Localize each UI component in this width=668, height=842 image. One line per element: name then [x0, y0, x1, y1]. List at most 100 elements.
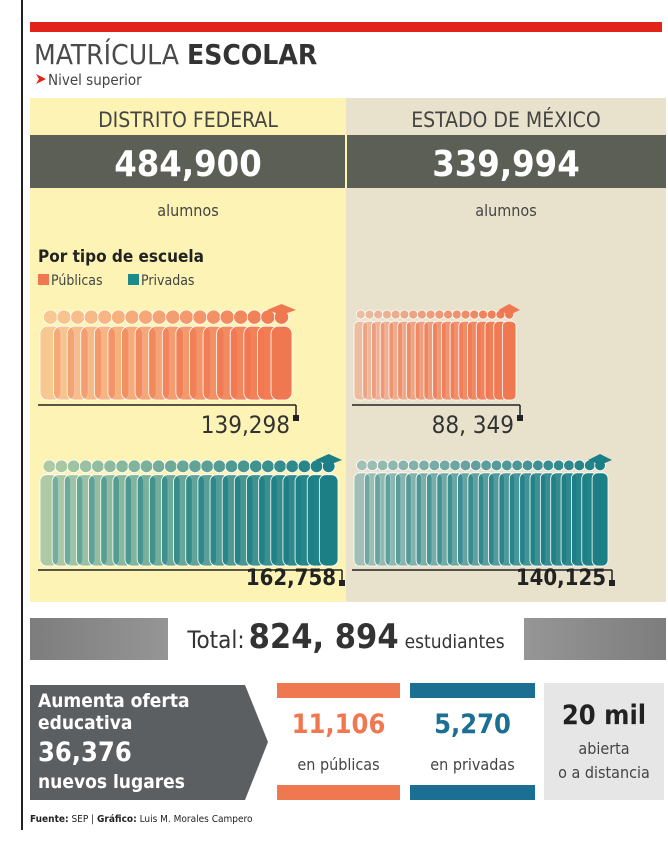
legend-label: Públicas	[51, 273, 103, 289]
credit-label: Gráfico:	[97, 813, 137, 825]
person-head	[501, 460, 512, 471]
total-value: 824, 894	[249, 617, 399, 657]
person-head	[365, 310, 374, 319]
region-name: DISTRITO FEDERAL	[98, 108, 278, 132]
person-head	[533, 460, 544, 471]
privadas-value: 140,125	[516, 566, 606, 591]
person-body	[271, 326, 292, 400]
offer-line: Aumenta oferta	[38, 690, 190, 712]
person-head	[261, 310, 275, 324]
person-head	[460, 460, 471, 471]
person-head	[128, 460, 141, 473]
person-head	[435, 310, 444, 319]
person-head	[461, 310, 470, 319]
box-bar	[410, 683, 535, 698]
person-head	[166, 310, 180, 324]
person-head	[377, 460, 388, 471]
person-head	[201, 460, 214, 473]
person-head	[426, 310, 435, 319]
person-head	[57, 310, 71, 324]
person-head	[98, 310, 112, 324]
footer: Fuente: SEP | Gráfico: Luis M. Morales C…	[30, 813, 253, 825]
region-unit: alumnos	[475, 201, 536, 220]
credit: Luis M. Morales Campero	[140, 814, 253, 825]
person-head	[179, 310, 193, 324]
person-body	[592, 473, 608, 566]
person-head	[193, 310, 207, 324]
publicas-value: 139,298	[201, 411, 290, 439]
person-head	[71, 310, 85, 324]
person-head	[152, 310, 166, 324]
separator: |	[91, 814, 94, 825]
person-head	[357, 460, 368, 471]
person-head	[298, 460, 311, 473]
person-head	[234, 310, 248, 324]
person-head	[247, 310, 261, 324]
person-head	[84, 310, 98, 324]
person-head	[382, 310, 391, 319]
source: SEP	[71, 814, 88, 825]
person-head	[152, 460, 165, 473]
person-head	[398, 460, 409, 471]
person-head	[43, 460, 56, 473]
person-head	[388, 460, 399, 471]
tick-square	[339, 580, 345, 586]
person-head	[419, 460, 430, 471]
person-head	[512, 460, 523, 471]
person-head	[522, 460, 533, 471]
title-light: MATRÍCULA	[34, 37, 180, 71]
person-head	[225, 460, 238, 473]
source-label: Fuente:	[30, 814, 69, 825]
person-head	[391, 310, 400, 319]
person-head	[220, 310, 234, 324]
region-total: 339,994	[432, 144, 580, 185]
person-head	[478, 310, 487, 319]
person-head	[189, 460, 202, 473]
tick-square	[609, 580, 615, 586]
person-head	[104, 460, 117, 473]
person-head	[400, 310, 409, 319]
person-head	[177, 460, 190, 473]
person-head	[356, 310, 365, 319]
person-head	[439, 460, 450, 471]
box-text: en privadas	[430, 755, 514, 774]
box-value: 20 mil	[562, 700, 646, 731]
person-head	[491, 460, 502, 471]
tick-square	[293, 415, 299, 421]
region-total: 484,900	[114, 144, 262, 185]
infographic: MATRÍCULA ESCOLAR Nivel superior Por tip…	[0, 0, 668, 842]
person-head	[164, 460, 177, 473]
person-head	[125, 310, 139, 324]
box-bar	[277, 683, 400, 698]
privadas-value: 162,758	[246, 566, 336, 591]
box-text: en públicas	[297, 755, 379, 774]
tick-square	[517, 415, 523, 421]
person-head	[262, 460, 275, 473]
publicas-value: 88, 349	[432, 411, 514, 439]
person-head	[79, 460, 92, 473]
title: MATRÍCULA ESCOLAR	[34, 37, 317, 71]
person-head	[237, 460, 250, 473]
person-head	[408, 460, 419, 471]
person-head	[543, 460, 554, 471]
person-head	[470, 460, 481, 471]
person-head	[429, 460, 440, 471]
person-head	[213, 460, 226, 473]
offer-text: nuevos lugares	[38, 771, 185, 793]
total-label: Total:	[186, 626, 244, 654]
person-head	[450, 460, 461, 471]
person-head	[274, 460, 287, 473]
arrow	[36, 74, 46, 84]
person-head	[206, 310, 220, 324]
person-head	[116, 460, 129, 473]
person-head	[452, 310, 461, 319]
person-head	[574, 460, 585, 471]
legend-swatch	[38, 274, 49, 285]
box-value: 5,270	[434, 709, 511, 740]
person-head	[553, 460, 564, 471]
legend-swatch	[128, 274, 139, 285]
box-text: o a distancia	[558, 763, 650, 782]
top-bar	[30, 22, 662, 32]
person-head	[55, 460, 68, 473]
title-bold: ESCOLAR	[187, 38, 317, 71]
